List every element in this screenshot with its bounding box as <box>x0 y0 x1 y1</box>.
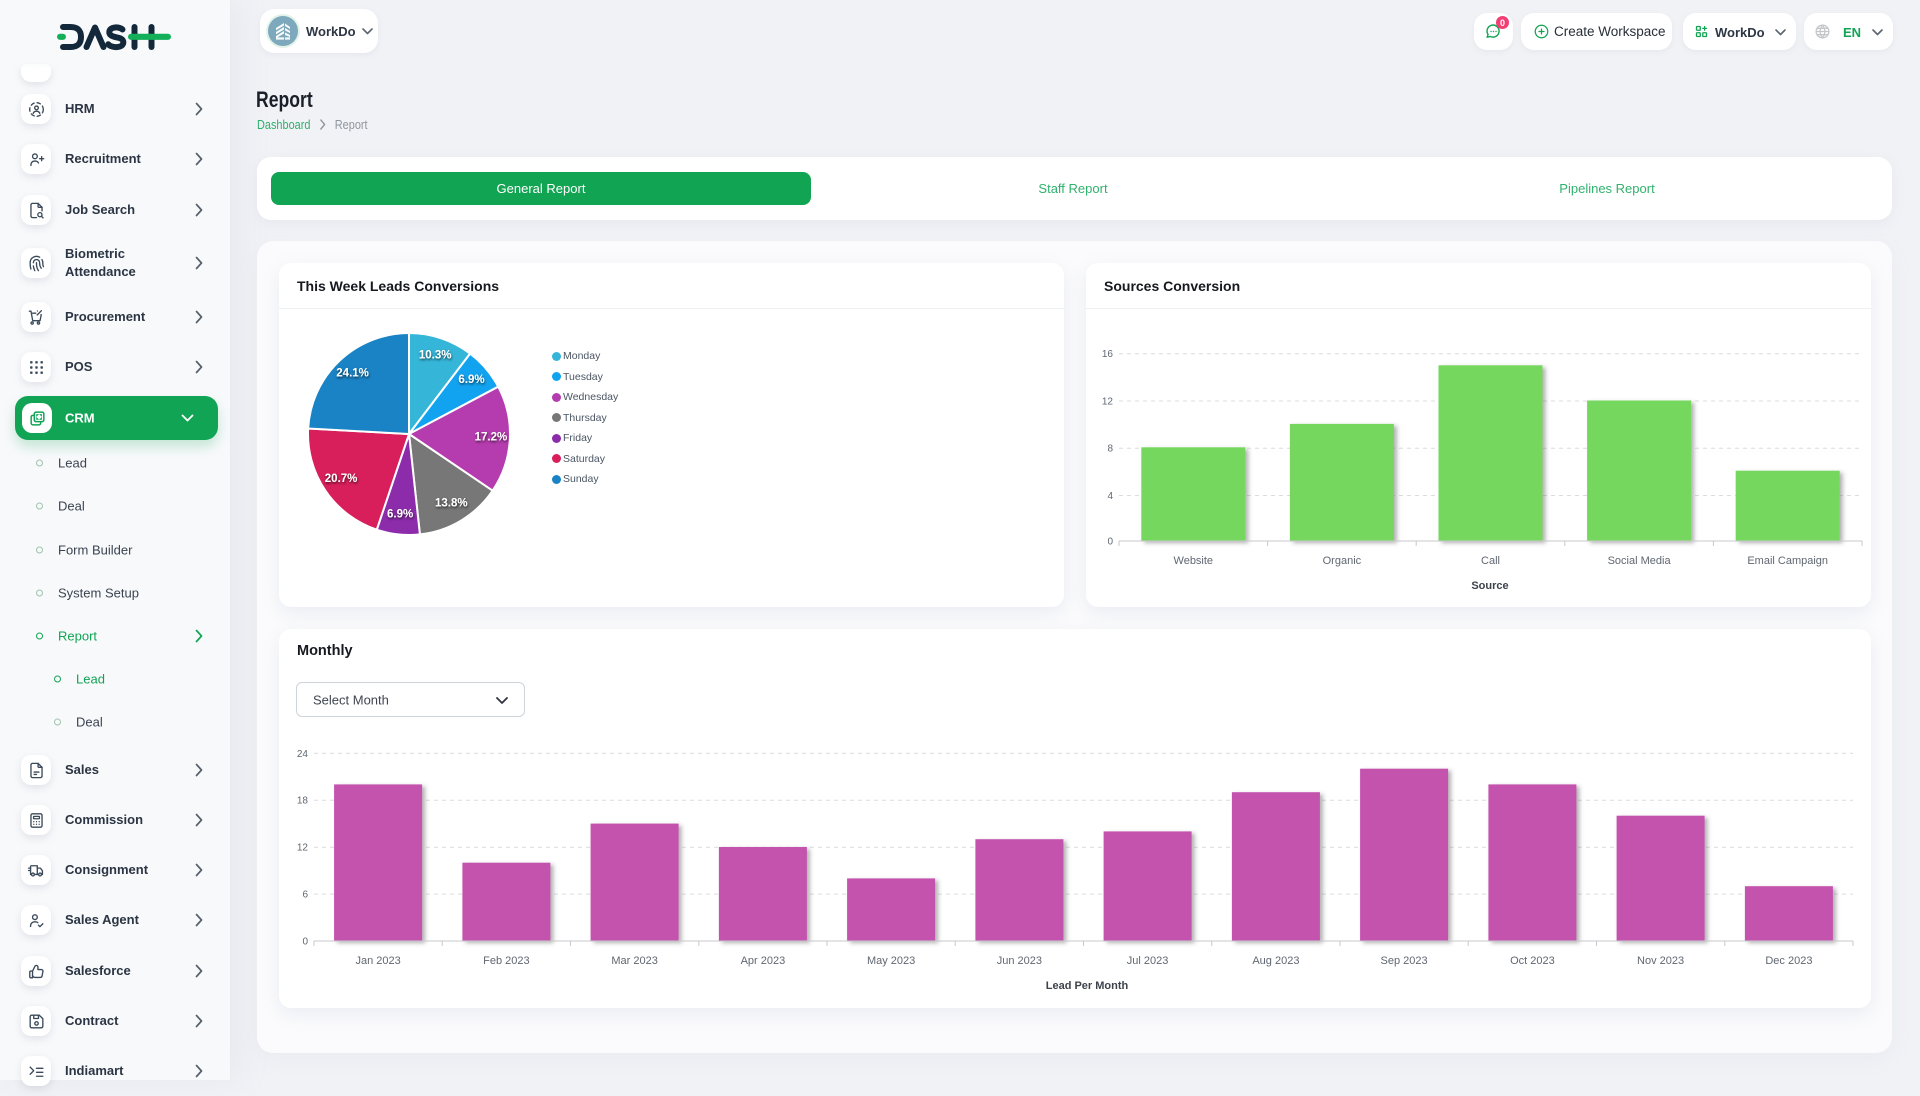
svg-text:6.9%: 6.9% <box>387 509 413 521</box>
svg-text:Sep 2023: Sep 2023 <box>1381 955 1428 967</box>
svg-text:Mar 2023: Mar 2023 <box>611 955 657 967</box>
svg-text:16: 16 <box>1102 349 1114 360</box>
svg-text:Jun 2023: Jun 2023 <box>997 955 1042 967</box>
svg-text:Source: Source <box>1471 580 1508 592</box>
svg-text:18: 18 <box>297 796 309 807</box>
svg-text:8: 8 <box>1107 444 1113 455</box>
svg-text:12: 12 <box>297 843 309 854</box>
svg-text:Feb 2023: Feb 2023 <box>483 955 529 967</box>
svg-text:Lead Per Month: Lead Per Month <box>1046 980 1129 992</box>
svg-text:Nov 2023: Nov 2023 <box>1637 955 1684 967</box>
svg-text:Jan 2023: Jan 2023 <box>355 955 400 967</box>
svg-text:Apr 2023: Apr 2023 <box>741 955 786 967</box>
svg-text:6.9%: 6.9% <box>458 374 484 386</box>
svg-text:24.1%: 24.1% <box>336 368 369 380</box>
svg-text:13.8%: 13.8% <box>435 497 468 509</box>
svg-text:6: 6 <box>302 890 308 901</box>
svg-text:Jul 2023: Jul 2023 <box>1127 955 1169 967</box>
svg-text:20.7%: 20.7% <box>325 473 358 485</box>
svg-text:Dec 2023: Dec 2023 <box>1765 955 1812 967</box>
svg-text:24: 24 <box>297 749 309 760</box>
svg-text:Website: Website <box>1174 555 1214 567</box>
svg-text:Aug 2023: Aug 2023 <box>1252 955 1299 967</box>
svg-text:17.2%: 17.2% <box>475 431 508 443</box>
svg-text:0: 0 <box>1107 537 1113 548</box>
svg-text:Organic: Organic <box>1323 555 1362 567</box>
svg-text:Call: Call <box>1481 555 1500 567</box>
svg-text:Oct 2023: Oct 2023 <box>1510 955 1555 967</box>
svg-text:4: 4 <box>1107 491 1113 502</box>
svg-text:May 2023: May 2023 <box>867 955 915 967</box>
svg-text:10.3%: 10.3% <box>419 349 452 361</box>
svg-text:Email Campaign: Email Campaign <box>1747 555 1828 567</box>
svg-text:Social Media: Social Media <box>1608 555 1672 567</box>
svg-text:12: 12 <box>1102 397 1114 408</box>
svg-text:0: 0 <box>302 937 308 948</box>
